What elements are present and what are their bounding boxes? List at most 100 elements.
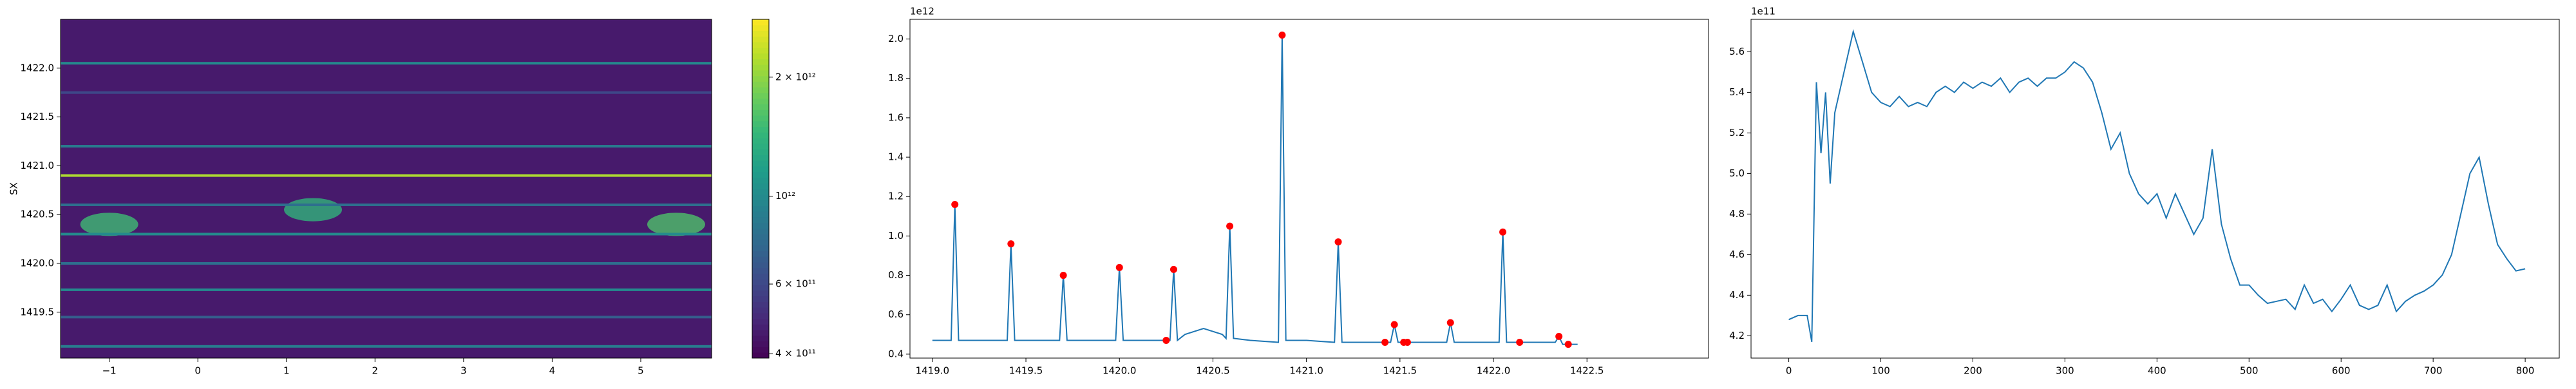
colorbar-tick-label: 10¹² <box>775 190 795 202</box>
heatmap-row <box>61 62 712 65</box>
y-tick-label: 1420.0 <box>21 257 55 269</box>
heatmap-row <box>61 261 712 265</box>
colorbar-segment <box>752 47 769 54</box>
y-axis-label: SX <box>8 182 20 195</box>
colorbar-segment <box>752 330 769 336</box>
peak-marker <box>1334 238 1342 246</box>
colorbar-segment <box>752 189 769 195</box>
peak-marker <box>1007 240 1015 248</box>
y-tick-label: 1422.0 <box>21 62 55 73</box>
peak-marker <box>1278 31 1286 39</box>
x-tick-label: 1422.5 <box>1570 365 1604 377</box>
heatmap-spot <box>647 213 705 236</box>
colorbar-segment <box>752 239 769 246</box>
heatmap-row <box>61 145 712 148</box>
y-tick-label: 1.6 <box>888 111 904 123</box>
peak-marker <box>1226 222 1234 230</box>
colorbar-segment <box>752 126 769 133</box>
x-tick-label: 1421.5 <box>1383 365 1417 377</box>
peak-marker <box>1516 339 1524 346</box>
colorbar-segment <box>752 87 769 93</box>
y-tick-label: 1.8 <box>888 72 904 84</box>
colorbar-segment <box>752 228 769 234</box>
colorbar-segment <box>752 251 769 257</box>
y-tick-label: 5.6 <box>1729 46 1745 57</box>
colorbar-segment <box>752 335 769 342</box>
peak-marker <box>1162 336 1170 344</box>
x-tick-label: 100 <box>1871 365 1890 377</box>
peak-marker <box>1059 272 1067 280</box>
colorbar-segment <box>752 346 769 353</box>
colorbar-segment <box>752 352 769 359</box>
colorbar-segment <box>752 261 769 269</box>
colorbar-segment <box>752 307 769 314</box>
heatmap-spot <box>80 213 138 236</box>
colorbar-segment <box>752 42 769 48</box>
colorbar-segment <box>752 194 769 201</box>
colorbar-segment <box>752 296 769 302</box>
peak-marker <box>1390 321 1398 328</box>
colorbar-segment <box>752 183 769 189</box>
colorbar-segment <box>752 30 769 37</box>
y-tick-label: 0.6 <box>888 308 904 320</box>
peak-marker <box>1555 332 1563 340</box>
colorbar-segment <box>752 273 769 280</box>
y-tick-label: 1419.5 <box>21 306 55 318</box>
axes-frame <box>909 19 1709 359</box>
colorbar-tick-label: 2 × 10¹² <box>775 71 816 82</box>
x-tick-label: 1419.0 <box>916 365 950 377</box>
heatmap-background <box>61 19 712 358</box>
colorbar-segment <box>752 245 769 251</box>
x-tick-label: 1421.0 <box>1289 365 1323 377</box>
peak-marker <box>1170 265 1177 273</box>
colorbar-segment <box>752 216 769 223</box>
colorbar-segment <box>752 81 769 88</box>
y-tick-label: 1.2 <box>888 191 904 202</box>
peak-marker <box>1564 341 1572 348</box>
heatmap-row <box>61 174 712 177</box>
x-tick-label: 1419.5 <box>1009 365 1043 377</box>
data-line <box>1788 28 2526 342</box>
x-tick-label: 5 <box>638 365 644 377</box>
colorbar-segment <box>752 64 769 71</box>
x-tick-label: 500 <box>2240 365 2259 377</box>
x-tick-label: 700 <box>2424 365 2443 377</box>
colorbar-segment <box>752 324 769 330</box>
peak-marker <box>1499 228 1507 236</box>
x-tick-label: 1422.0 <box>1477 365 1511 377</box>
x-tick-label: 300 <box>2056 365 2074 377</box>
colorbar-segment <box>752 267 769 274</box>
colorbar-segment <box>752 312 769 319</box>
colorbar-segment <box>752 341 769 347</box>
x-tick-label: 0 <box>194 365 201 377</box>
offset-text: 1e11 <box>1751 6 1776 17</box>
heatmap-row <box>61 204 712 207</box>
y-tick-label: 5.0 <box>1729 167 1745 179</box>
axes-frame <box>60 19 712 359</box>
x-tick-label: 600 <box>2332 365 2351 377</box>
colorbar-segment <box>752 200 769 206</box>
colorbar-segment <box>752 70 769 77</box>
colorbar-segment <box>752 211 769 218</box>
colorbar-segment <box>752 132 769 138</box>
colorbar-segment <box>752 205 769 212</box>
x-tick-label: 400 <box>2148 365 2166 377</box>
x-tick-label: 3 <box>460 365 467 377</box>
x-tick-label: 4 <box>549 365 556 377</box>
x-tick-label: 1 <box>283 365 290 377</box>
colorbar-frame <box>752 19 770 359</box>
colorbar-segment <box>752 143 769 150</box>
x-tick-label: −1 <box>102 365 117 377</box>
colorbar-segment <box>752 222 769 229</box>
colorbar-tick-label: 6 × 10¹¹ <box>775 278 816 290</box>
peak-marker <box>951 200 959 208</box>
heatmap-spot <box>284 198 343 222</box>
colorbar-segment <box>752 92 769 99</box>
colorbar-segment <box>752 318 769 325</box>
y-tick-label: 1421.5 <box>21 111 55 122</box>
colorbar-segment <box>752 59 769 65</box>
x-tick-label: 1420.5 <box>1196 365 1230 377</box>
y-tick-label: 4.8 <box>1729 208 1745 220</box>
x-tick-label: 1420.0 <box>1103 365 1137 377</box>
